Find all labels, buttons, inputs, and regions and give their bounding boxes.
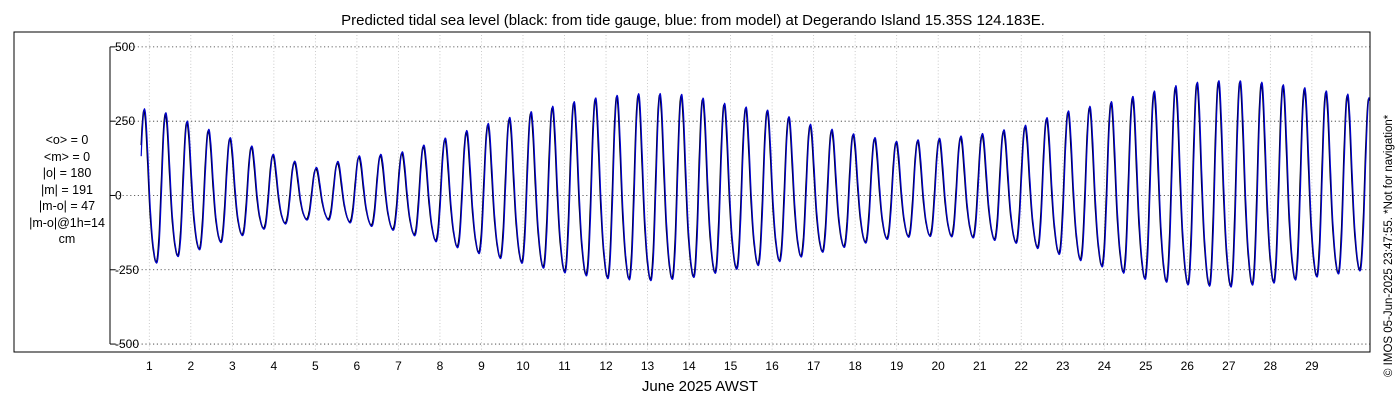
x-tick-label: 20 [932, 359, 946, 373]
x-tick-label: 3 [229, 359, 236, 373]
x-tick-label: 13 [641, 359, 655, 373]
x-tick-label: 28 [1264, 359, 1278, 373]
x-tick-label: 6 [354, 359, 361, 373]
x-tick-label: 17 [807, 359, 821, 373]
x-tick-label: 14 [682, 359, 696, 373]
y-tick-label: 0 [115, 188, 122, 202]
x-tick-label: 11 [558, 359, 571, 373]
x-tick-label: 23 [1056, 359, 1070, 373]
x-tick-label: 2 [187, 359, 194, 373]
outer-frame [13, 31, 1371, 353]
x-tick-label: 25 [1139, 359, 1153, 373]
series-layer [140, 80, 1371, 288]
x-tick-label: 8 [437, 359, 444, 373]
stat-abs-observed: |o| = 180 [42, 166, 92, 180]
x-tick-label: 29 [1305, 359, 1319, 373]
y-tick-label: 500 [115, 40, 135, 54]
x-tick-label: 1 [146, 359, 153, 373]
x-tick-label: 5 [312, 359, 319, 373]
stat-unit: cm [58, 232, 76, 246]
x-tick-label: 7 [395, 359, 402, 373]
x-tick-label: 15 [724, 359, 738, 373]
stat-abs-difference-1h: |m-o|@1h=14 [29, 215, 105, 230]
stat-mean-model: <m> = 0 [43, 149, 91, 164]
x-tick-label: 10 [516, 359, 530, 373]
model-series-line [140, 80, 1370, 288]
statistics-panel: <o> = 0 <m> = 0 |o| = 180 |m| = 191 |m-o… [12, 132, 122, 248]
y-tick-label: 250 [115, 114, 135, 128]
x-tick-label: 27 [1222, 359, 1236, 373]
stat-abs-difference: |m-o| = 47 [38, 199, 96, 213]
chart-title: Predicted tidal sea level (black: from t… [341, 12, 1045, 29]
x-tick-label: 24 [1098, 359, 1112, 373]
x-axis-label: June 2025 AWST [642, 378, 758, 395]
x-tick-label: 22 [1015, 359, 1029, 373]
x-tick-label: 18 [848, 359, 862, 373]
x-tick-label: 26 [1181, 359, 1195, 373]
x-tick-label: 4 [271, 359, 278, 373]
x-tick-label: 16 [765, 359, 779, 373]
x-tick-label: 9 [478, 359, 485, 373]
copyright-credit: © IMOS 05-Jun-2025 23:47:55. *Not for na… [1383, 114, 1395, 377]
x-tick-label: 21 [973, 359, 987, 373]
x-tick-label: 19 [890, 359, 904, 373]
y-tick-label: -500 [115, 337, 139, 351]
x-tick-label: 12 [599, 359, 613, 373]
y-tick-label: -250 [115, 263, 139, 277]
stat-abs-model: |m| = 191 [40, 182, 93, 197]
stat-mean-observed: <o> = 0 [45, 133, 89, 147]
